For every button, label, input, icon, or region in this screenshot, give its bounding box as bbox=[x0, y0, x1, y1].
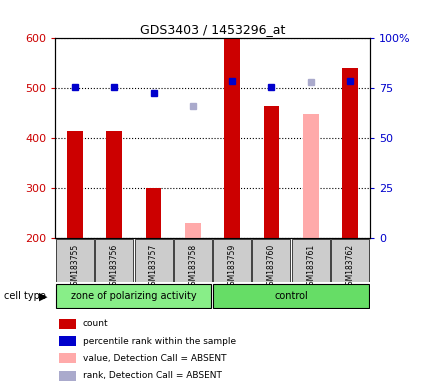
Bar bbox=[134, 238, 173, 282]
Bar bbox=[56, 284, 211, 308]
Bar bbox=[185, 223, 201, 238]
Text: rank, Detection Call = ABSENT: rank, Detection Call = ABSENT bbox=[83, 371, 222, 380]
Text: GSM183761: GSM183761 bbox=[306, 243, 315, 290]
Text: cell type: cell type bbox=[4, 291, 46, 301]
Bar bbox=[264, 106, 279, 238]
Text: GSM183755: GSM183755 bbox=[71, 243, 79, 290]
Bar bbox=[224, 38, 240, 238]
Text: control: control bbox=[274, 291, 308, 301]
Text: GSM183759: GSM183759 bbox=[228, 243, 237, 290]
Bar bbox=[59, 371, 76, 381]
Text: ▶: ▶ bbox=[39, 291, 48, 301]
Bar bbox=[303, 114, 319, 238]
Text: zone of polarizing activity: zone of polarizing activity bbox=[71, 291, 197, 301]
Text: GSM183756: GSM183756 bbox=[110, 243, 119, 290]
Bar bbox=[146, 188, 162, 238]
Text: GSM183758: GSM183758 bbox=[188, 243, 197, 290]
Bar bbox=[67, 131, 83, 238]
Bar bbox=[56, 238, 94, 282]
Bar bbox=[252, 238, 291, 282]
Bar bbox=[59, 353, 76, 363]
Bar bbox=[292, 238, 330, 282]
Text: value, Detection Call = ABSENT: value, Detection Call = ABSENT bbox=[83, 354, 227, 363]
Text: GSM183762: GSM183762 bbox=[346, 243, 354, 290]
Bar bbox=[213, 284, 369, 308]
Text: percentile rank within the sample: percentile rank within the sample bbox=[83, 336, 236, 346]
Text: GSM183760: GSM183760 bbox=[267, 243, 276, 290]
Bar bbox=[342, 68, 358, 238]
Bar bbox=[95, 238, 133, 282]
Bar bbox=[331, 238, 369, 282]
Text: GSM183757: GSM183757 bbox=[149, 243, 158, 290]
Bar bbox=[59, 336, 76, 346]
Bar bbox=[59, 319, 76, 329]
Text: count: count bbox=[83, 319, 109, 328]
Bar bbox=[106, 131, 122, 238]
Title: GDS3403 / 1453296_at: GDS3403 / 1453296_at bbox=[140, 23, 285, 36]
Bar bbox=[213, 238, 251, 282]
Bar bbox=[174, 238, 212, 282]
